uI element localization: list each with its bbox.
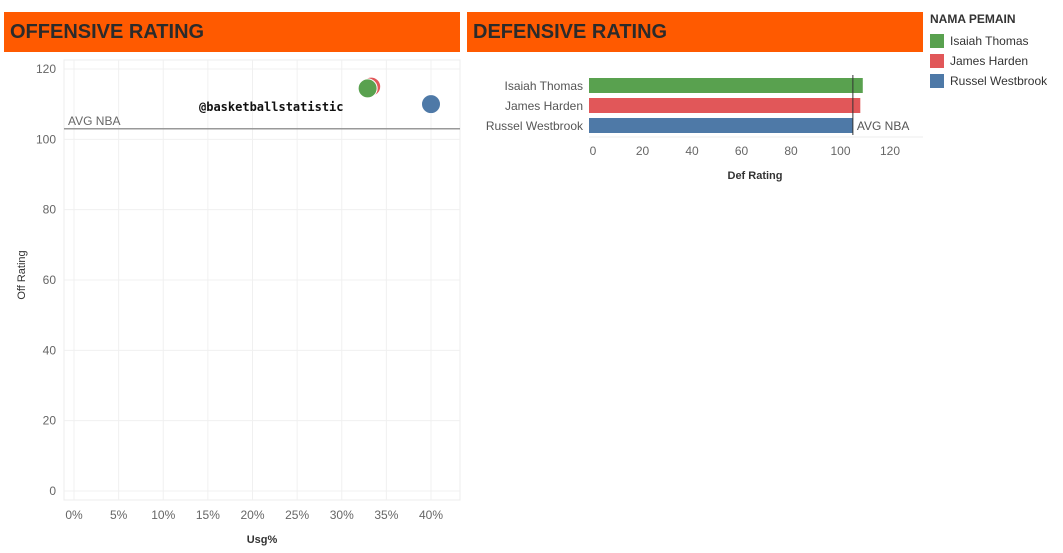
defensive-rating-title: DEFENSIVE RATING: [467, 12, 923, 52]
bar-x-axis-label: Def Rating: [728, 170, 783, 182]
scatter-point-russel-westbrook: [421, 94, 441, 115]
scatter-y-tick-label: 120: [36, 62, 56, 76]
scatter-x-tick-label: 10%: [151, 508, 175, 522]
scatter-x-tick-label: 25%: [285, 508, 309, 522]
scatter-y-tick-label: 20: [43, 414, 57, 428]
scatter-y-tick-label: 100: [36, 132, 56, 146]
scatter-x-tick-label: 30%: [330, 508, 354, 522]
legend-label-isaiah-thomas: Isaiah Thomas: [950, 34, 1029, 48]
watermark-text: @basketballstatistic: [199, 100, 344, 114]
legend-swatch-james-harden: [930, 54, 944, 68]
scatter-x-tick-label: 35%: [374, 508, 398, 522]
bar-james-harden: [589, 98, 861, 113]
scatter-x-tick-label: 40%: [419, 508, 443, 522]
legend-item-russel-westbrook[interactable]: Russel Westbrook: [930, 71, 1060, 91]
legend-label-russel-westbrook: Russel Westbrook: [950, 74, 1048, 88]
bar-category-label: Russel Westbrook: [486, 119, 584, 133]
legend-title: NAMA PEMAIN: [930, 12, 1016, 26]
scatter-x-tick-label: 5%: [110, 508, 128, 522]
bar-isaiah-thomas: [589, 78, 863, 93]
bar-x-tick-label: 100: [830, 144, 850, 158]
scatter-y-tick-label: 0: [49, 484, 56, 498]
bar-russel-westbrook: [589, 118, 853, 133]
bar-category-label: Isaiah Thomas: [505, 79, 584, 93]
offensive-rating-title: OFFENSIVE RATING: [4, 12, 460, 52]
legend-label-james-harden: James Harden: [950, 54, 1029, 68]
scatter-x-tick-label: 0%: [65, 508, 83, 522]
bar-x-tick-label: 20: [636, 144, 650, 158]
legend-item-james-harden[interactable]: James Harden: [930, 51, 1060, 71]
scatter-x-tick-label: 20%: [240, 508, 264, 522]
legend-swatch-russel-westbrook: [930, 74, 944, 88]
bar-x-tick-label: 60: [735, 144, 749, 158]
legend: NAMA PEMAIN Isaiah Thomas James Harden R…: [930, 12, 1060, 91]
bar-x-tick-label: 40: [685, 144, 699, 158]
scatter-avg-nba-label: AVG NBA: [68, 114, 120, 128]
bar-x-tick-label: 0: [590, 144, 597, 158]
scatter-y-tick-label: 40: [43, 343, 57, 357]
scatter-x-axis-label: Usg%: [247, 534, 278, 546]
scatter-y-axis-label: Off Rating: [16, 250, 28, 299]
bar-x-tick-label: 80: [784, 144, 798, 158]
bar-category-label: James Harden: [505, 99, 583, 113]
bar-x-tick-label: 120: [880, 144, 900, 158]
scatter-y-tick-label: 60: [43, 273, 57, 287]
scatter-point-isaiah-thomas: [357, 78, 378, 99]
legend-item-isaiah-thomas[interactable]: Isaiah Thomas: [930, 31, 1060, 51]
bar-avg-nba-label: AVG NBA: [857, 119, 909, 133]
scatter-y-tick-label: 80: [43, 203, 57, 217]
legend-swatch-isaiah-thomas: [930, 34, 944, 48]
scatter-x-tick-label: 15%: [196, 508, 220, 522]
